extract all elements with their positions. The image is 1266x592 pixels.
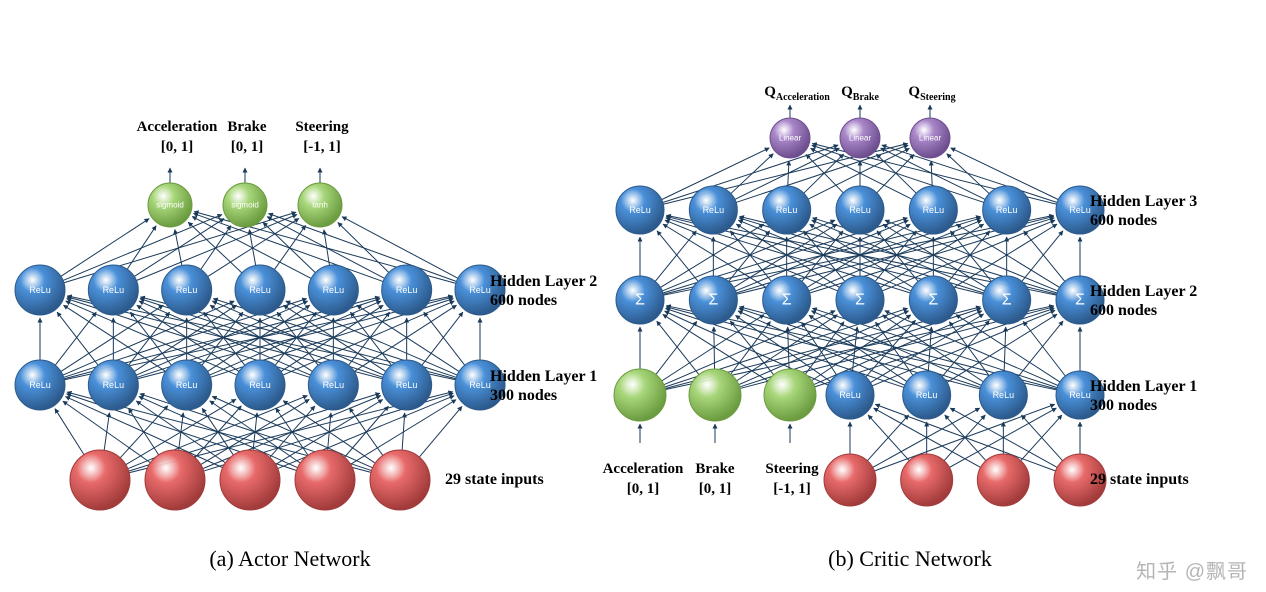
svg-text:ReLu: ReLu — [1069, 205, 1091, 215]
actor-hidden1-label: Hidden Layer 1 300 nodes — [490, 367, 597, 405]
svg-text:ReLu: ReLu — [249, 380, 271, 390]
svg-text:ReLu: ReLu — [469, 380, 491, 390]
svg-text:ReLu: ReLu — [916, 390, 938, 400]
svg-text:ReLu: ReLu — [469, 285, 491, 295]
network-diagram-svg: ReLu ReLu ReLu ReLu ReLu ReLu ReLu ReLu ReLu ReLu… — [0, 0, 1266, 592]
svg-text:ReLu: ReLu — [923, 205, 945, 215]
actor-caption: (a) Actor Network — [0, 546, 580, 572]
critic-action-label-2: Steering[-1, 1] — [752, 460, 832, 499]
svg-text:sigmoid: sigmoid — [231, 201, 259, 210]
critic-q-label-1: QBrake — [830, 84, 890, 103]
critic-input-label: 29 state inputs — [1090, 470, 1189, 489]
svg-text:Σ: Σ — [928, 292, 938, 309]
svg-text:ReLu: ReLu — [103, 285, 125, 295]
critic-q-label-0: QAcceleration — [752, 84, 842, 103]
svg-text:ReLu: ReLu — [1069, 390, 1091, 400]
actor-output-label-2: Steering[-1, 1] — [282, 118, 362, 157]
critic-action-label-1: Brake[0, 1] — [680, 460, 750, 499]
watermark: 知乎 @飘哥 — [1136, 555, 1248, 584]
svg-text:Σ: Σ — [1075, 292, 1085, 309]
critic-hidden2-label: Hidden Layer 2 600 nodes — [1090, 282, 1197, 320]
svg-text:Σ: Σ — [708, 292, 718, 309]
actor-hidden2-label: Hidden Layer 2 600 nodes — [490, 272, 597, 310]
svg-text:ReLu: ReLu — [996, 205, 1018, 215]
svg-text:Linear: Linear — [849, 134, 872, 143]
critic-hidden1-label: Hidden Layer 1 300 nodes — [1090, 377, 1197, 415]
svg-text:ReLu: ReLu — [993, 390, 1015, 400]
svg-text:ReLu: ReLu — [176, 380, 198, 390]
svg-text:ReLu: ReLu — [323, 285, 345, 295]
svg-text:Σ: Σ — [782, 292, 792, 309]
svg-text:ReLu: ReLu — [629, 205, 651, 215]
critic-hidden3-label: Hidden Layer 3 600 nodes — [1090, 192, 1197, 230]
svg-text:ReLu: ReLu — [323, 380, 345, 390]
svg-text:ReLu: ReLu — [849, 205, 871, 215]
svg-text:ReLu: ReLu — [29, 380, 51, 390]
svg-text:sigmoid: sigmoid — [156, 201, 184, 210]
svg-text:Σ: Σ — [635, 292, 645, 309]
svg-text:tanh: tanh — [312, 201, 328, 210]
svg-text:ReLu: ReLu — [29, 285, 51, 295]
actor-output-label-0: Acceleration[0, 1] — [132, 118, 222, 157]
svg-text:Σ: Σ — [1002, 292, 1012, 309]
critic-caption: (b) Critic Network — [600, 546, 1220, 572]
svg-text:ReLu: ReLu — [176, 285, 198, 295]
critic-q-label-2: QSteering — [892, 84, 972, 103]
svg-text:Σ: Σ — [855, 292, 865, 309]
svg-text:ReLu: ReLu — [776, 205, 798, 215]
actor-input-label: 29 state inputs — [445, 470, 544, 489]
svg-text:ReLu: ReLu — [103, 380, 125, 390]
critic-action-label-0: Acceleration[0, 1] — [598, 460, 688, 499]
actor-output-label-1: Brake[0, 1] — [212, 118, 282, 157]
svg-text:Linear: Linear — [779, 134, 802, 143]
svg-text:ReLu: ReLu — [249, 285, 271, 295]
svg-text:ReLu: ReLu — [839, 390, 861, 400]
svg-text:ReLu: ReLu — [703, 205, 725, 215]
svg-text:ReLu: ReLu — [396, 285, 418, 295]
svg-text:ReLu: ReLu — [396, 380, 418, 390]
svg-text:Linear: Linear — [919, 134, 942, 143]
